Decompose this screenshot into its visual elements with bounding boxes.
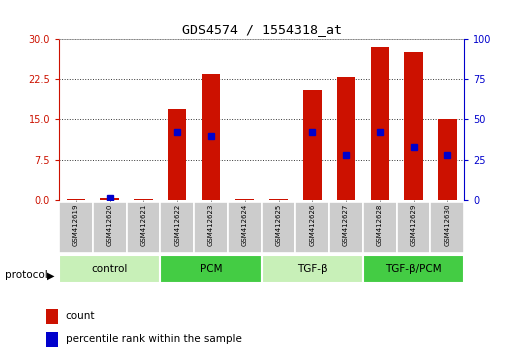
Bar <box>46 309 58 324</box>
Bar <box>235 199 254 200</box>
Text: GSM412622: GSM412622 <box>174 203 180 246</box>
Bar <box>430 202 464 253</box>
Text: TGF-β: TGF-β <box>297 264 328 274</box>
Text: protocol: protocol <box>5 270 48 280</box>
Bar <box>160 255 262 284</box>
Title: GDS4574 / 1554318_at: GDS4574 / 1554318_at <box>182 23 342 36</box>
Bar <box>363 202 397 253</box>
Bar <box>59 255 160 284</box>
Bar <box>337 76 356 200</box>
Bar <box>134 199 153 200</box>
Bar <box>303 90 322 200</box>
Bar <box>269 199 288 200</box>
Bar <box>202 74 220 200</box>
Text: GSM412628: GSM412628 <box>377 203 383 246</box>
Bar <box>295 202 329 253</box>
Text: GSM412626: GSM412626 <box>309 203 315 246</box>
Bar <box>101 198 119 200</box>
Bar <box>262 255 363 284</box>
Bar <box>262 202 295 253</box>
Text: count: count <box>66 312 95 321</box>
Bar <box>127 202 160 253</box>
Bar <box>438 120 457 200</box>
Bar <box>46 332 58 347</box>
Bar <box>59 202 93 253</box>
Text: TGF-β/PCM: TGF-β/PCM <box>385 264 442 274</box>
Text: GSM412623: GSM412623 <box>208 203 214 246</box>
Bar <box>370 47 389 200</box>
Text: GSM412629: GSM412629 <box>410 203 417 246</box>
Bar <box>67 199 85 200</box>
Text: GSM412627: GSM412627 <box>343 203 349 246</box>
Text: GSM412625: GSM412625 <box>275 203 282 246</box>
Text: GSM412621: GSM412621 <box>141 203 146 246</box>
Bar <box>93 202 127 253</box>
Bar <box>228 202 262 253</box>
Text: ▶: ▶ <box>47 270 54 280</box>
Bar <box>404 52 423 200</box>
Text: GSM412619: GSM412619 <box>73 203 79 246</box>
Bar <box>160 202 194 253</box>
Text: GSM412620: GSM412620 <box>107 203 113 246</box>
Bar <box>397 202 430 253</box>
Text: PCM: PCM <box>200 264 222 274</box>
Text: control: control <box>91 264 128 274</box>
Text: percentile rank within the sample: percentile rank within the sample <box>66 335 242 344</box>
Bar <box>363 255 464 284</box>
Text: GSM412624: GSM412624 <box>242 203 248 246</box>
Bar <box>329 202 363 253</box>
Text: GSM412630: GSM412630 <box>444 203 450 246</box>
Bar <box>194 202 228 253</box>
Bar <box>168 109 187 200</box>
